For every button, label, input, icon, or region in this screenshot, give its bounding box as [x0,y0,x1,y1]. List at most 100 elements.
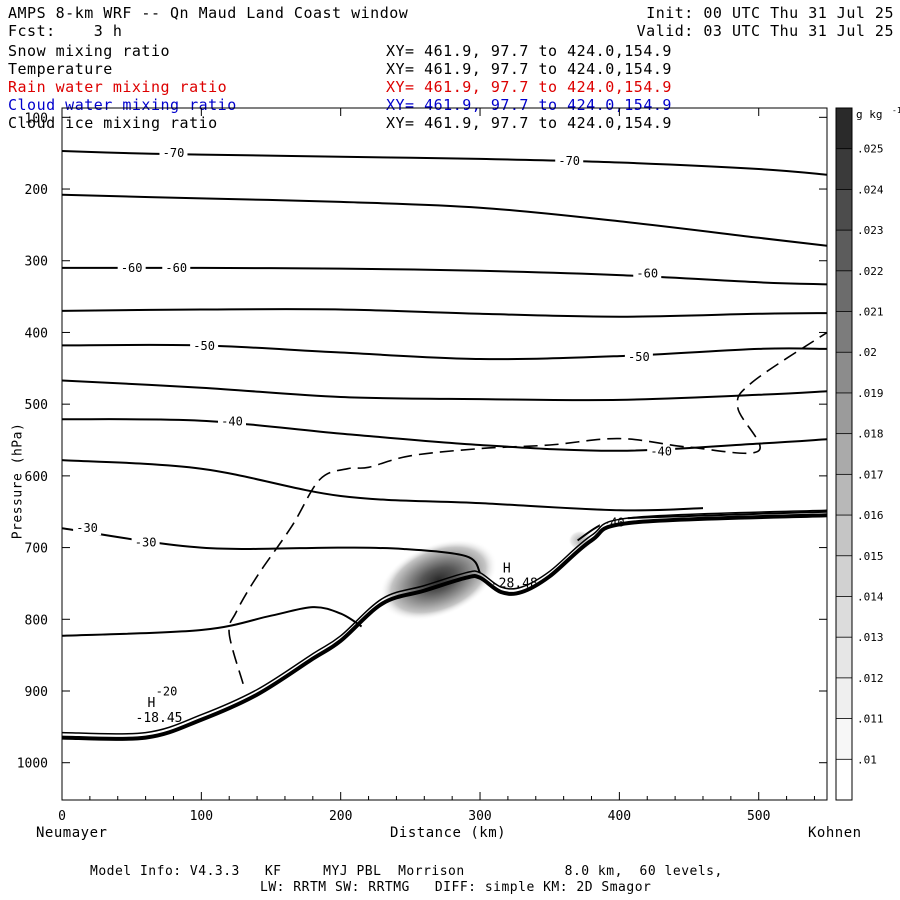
colorbar-box [836,108,852,149]
colorbar-label: .02 [857,346,877,359]
colorbar-box [836,270,852,312]
isotherm-label-bg [190,338,219,354]
isotherm-label: -40 [650,444,672,458]
colorbar-box [836,474,852,516]
terrain-line [62,509,827,735]
isotherm-label: -30 [135,536,157,550]
colorbar-box [836,352,852,393]
plot-frame [61,107,828,801]
colorbar-box [836,392,852,434]
plot-title: AMPS 8-km WRF -- Qn Maud Land Coast wind… [8,4,409,22]
colorbar-label: .014 [857,590,884,603]
colorbar-label: .023 [857,224,884,237]
extremum-value: -28.48 [491,576,538,591]
y-tick-label: 100 [25,111,48,126]
field-name: Snow mixing ratio [8,42,171,60]
terrain-line [62,513,827,741]
isotherm-label-bg [117,259,146,275]
x-tick-label: 500 [747,809,770,824]
colorbar-frame [835,107,853,801]
isotherm-label-bg [633,265,662,281]
colorbar-label: .016 [857,509,884,522]
cloud-ice-shading [379,539,498,621]
colorbar-label: .021 [857,306,884,319]
isotherm-label: -70 [163,146,185,160]
colorbar-label: .013 [857,631,884,644]
isotherm-label-bg [152,683,181,699]
isotherm-label: -30 [76,521,98,535]
forecast-hour: Fcst: 3 h [8,22,123,40]
isotherm-label-bg [162,259,191,275]
field-xy-range: XY= 461.9, 97.7 to 424.0,154.9 [386,42,672,60]
colorbar-label: .017 [857,468,884,481]
isotherm-label-bg [159,145,188,161]
y-tick-label: 600 [25,470,48,485]
y-tick-label: 200 [25,183,48,198]
isotherm-label-bg [73,520,102,536]
isotherm [62,343,827,361]
x-tick-label: 200 [329,809,352,824]
field-name: Cloud water mixing ratio [8,96,237,114]
y-tick-label: 400 [25,326,48,341]
field-xy-range: XY= 461.9, 97.7 to 424.0,154.9 [386,78,672,96]
isotherm [62,308,827,318]
init-time: Init: 00 UTC Thu 31 Jul 25 [646,4,894,22]
field-xy-range: XY= 461.9, 97.7 to 424.0,154.9 [386,114,672,132]
isotherm [62,266,827,286]
extremum-value: -18.45 [136,711,183,726]
colorbar-box [836,311,852,353]
field-name: Rain water mixing ratio [8,78,228,96]
valid-time: Valid: 03 UTC Thu 31 Jul 25 [636,22,894,40]
isotherm-label-bg [647,443,676,459]
colorbar-box [836,148,852,190]
isotherm-label-bg [131,534,160,550]
y-tick-label: 300 [25,255,48,270]
colorbar-unit-exponent: -1 [892,106,900,115]
colorbar-box [836,433,852,475]
field-name: Cloud ice mixing ratio [8,114,218,132]
isotherm [62,193,827,247]
colorbar-label: .022 [857,265,884,278]
extremum-symbol: H [503,561,511,576]
colorbar-box [836,637,852,678]
colorbar-label: .012 [857,672,884,685]
colorbar-box [836,230,852,271]
isotherm-label-bg [555,153,584,169]
field-xy-range: XY= 461.9, 97.7 to 424.0,154.9 [386,60,672,78]
x-tick-label: 0 [58,809,66,824]
colorbar-label: .015 [857,550,884,563]
isotherm-label-bg [218,413,246,429]
snow-contour [228,331,827,685]
isotherm [62,418,827,452]
isotherm-label: -50 [193,339,215,353]
isotherm-label: -60 [121,261,143,275]
model-info-line2: LW: RRTM SW: RRTMG DIFF: simple KM: 2D S… [260,880,652,895]
colorbar-box [836,555,852,597]
y-tick-label: 1000 [17,757,48,772]
x-tick-label: 100 [190,809,213,824]
x-axis-label: Distance (km) [390,825,507,841]
colorbar-box [836,515,852,556]
isotherm-label: -60 [165,261,187,275]
colorbar-label: .025 [857,143,884,156]
x-tick-label: 400 [608,809,631,824]
colorbar-box [836,677,852,719]
isotherm-label: -70 [558,154,580,168]
right-endpoint-label: Kohnen [808,825,862,841]
field-xy-range: XY= 461.9, 97.7 to 424.0,154.9 [386,96,672,114]
isotherm-label: -20 [156,685,178,699]
isotherm [62,150,827,176]
colorbar-box [836,189,852,231]
extremum-symbol: H [148,696,156,711]
colorbar-unit: g kg [856,108,883,121]
isotherm-label-bg [624,348,653,364]
left-endpoint-label: Neumayer [36,825,108,841]
isotherm [62,459,704,512]
isotherm-label: -40 [221,414,243,428]
colorbar-label: .01 [857,753,877,766]
y-tick-label: 900 [25,685,48,700]
y-tick-label: 500 [25,398,48,413]
colorbar-label: .011 [857,713,884,726]
